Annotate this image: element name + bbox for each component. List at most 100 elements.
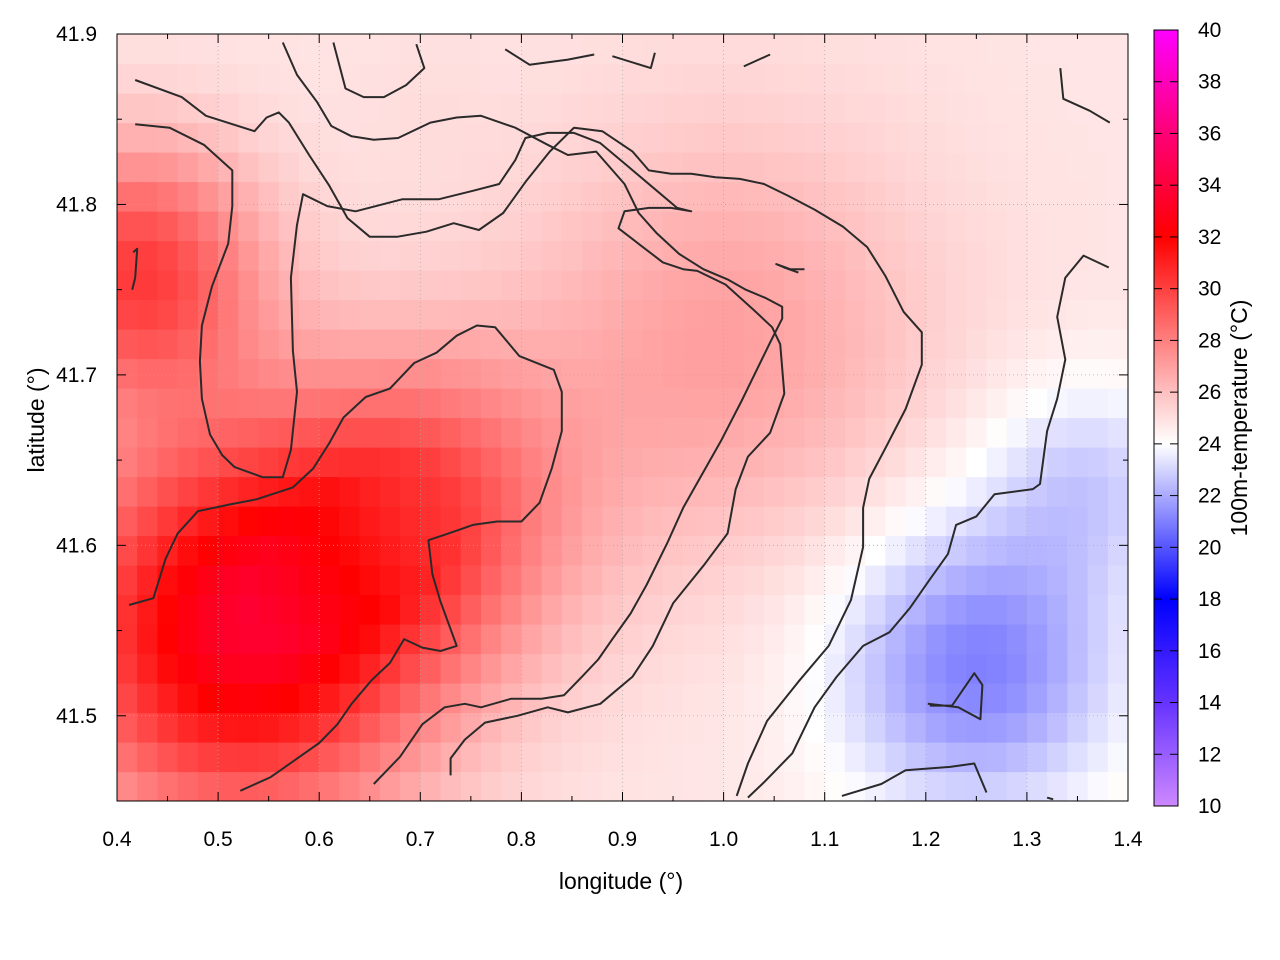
heatmap-cell — [137, 93, 159, 124]
heatmap-cell — [1067, 152, 1089, 183]
heatmap-cell — [966, 535, 988, 566]
heatmap-cell — [460, 181, 482, 212]
x-tick-label: 1.0 — [709, 828, 738, 851]
heatmap-cell — [703, 329, 725, 360]
heatmap-cell — [137, 211, 159, 242]
heatmap-cell — [946, 594, 967, 625]
heatmap-cell — [400, 388, 421, 419]
heatmap-cell — [420, 122, 442, 153]
heatmap-cell — [400, 34, 421, 65]
heatmap-cell — [743, 329, 765, 360]
heatmap-cell — [1006, 299, 1028, 330]
heatmap-cell — [218, 181, 239, 212]
heatmap-cell — [804, 476, 826, 507]
heatmap-cell — [764, 329, 785, 360]
heatmap-cell — [420, 535, 442, 566]
heatmap-cell — [743, 594, 765, 625]
heatmap-cell — [117, 712, 138, 743]
heatmap-cell — [400, 240, 421, 271]
heatmap-cell — [824, 653, 846, 684]
heatmap-cell — [703, 34, 725, 65]
heatmap-cell — [319, 34, 341, 65]
x-tick-label: 1.3 — [1012, 828, 1041, 851]
heatmap-cell — [662, 388, 684, 419]
heatmap-cell — [946, 299, 967, 330]
heatmap-cell — [177, 270, 199, 301]
heatmap-cell — [622, 122, 644, 153]
heatmap-cell — [521, 329, 543, 360]
heatmap-cell — [784, 624, 806, 655]
heatmap-cell — [420, 624, 442, 655]
colorbar-tick-label: 40 — [1198, 19, 1221, 42]
heatmap-cell — [723, 122, 745, 153]
heatmap-cell — [117, 506, 138, 537]
heatmap-cell — [622, 299, 644, 330]
y-tick-label: 41.6 — [56, 534, 97, 557]
heatmap-cell — [865, 152, 886, 183]
heatmap-cell — [925, 476, 947, 507]
heatmap-cell — [197, 270, 219, 301]
heatmap-cell — [177, 388, 199, 419]
heatmap-cell — [602, 358, 624, 389]
heatmap-cell — [1026, 594, 1048, 625]
heatmap-cell — [157, 712, 179, 743]
heatmap-cell — [258, 565, 280, 596]
heatmap-cell — [319, 653, 341, 684]
heatmap-cell — [521, 447, 543, 478]
heatmap-cell — [460, 712, 482, 743]
heatmap-cell — [1107, 476, 1128, 507]
heatmap-cell — [440, 535, 462, 566]
heatmap-cell — [440, 93, 462, 124]
heatmap-cell — [298, 211, 320, 242]
heatmap-cell — [582, 240, 603, 271]
heatmap-cell — [319, 93, 341, 124]
heatmap-cell — [440, 152, 462, 183]
heatmap-cell — [117, 447, 138, 478]
heatmap-cell — [602, 34, 624, 65]
heatmap-cell — [157, 417, 179, 448]
heatmap-cell — [177, 653, 199, 684]
heatmap-cell — [703, 417, 725, 448]
heatmap-cell — [339, 594, 361, 625]
heatmap-cell — [440, 299, 462, 330]
heatmap-cell — [804, 211, 826, 242]
heatmap-cell — [764, 653, 785, 684]
heatmap-cell — [258, 240, 280, 271]
heatmap-cell — [925, 211, 947, 242]
heatmap-cell — [743, 506, 765, 537]
heatmap-cell — [1107, 358, 1128, 389]
heatmap-cell — [946, 329, 967, 360]
heatmap-cell — [379, 476, 401, 507]
heatmap-cell — [258, 594, 280, 625]
heatmap-cell — [723, 181, 745, 212]
heatmap-cell — [582, 417, 603, 448]
heatmap-cell — [177, 535, 199, 566]
heatmap-cell — [319, 771, 341, 801]
heatmap-cell — [683, 240, 704, 271]
heatmap-cell — [339, 240, 361, 271]
heatmap-cell — [117, 594, 138, 625]
heatmap-cell — [582, 565, 603, 596]
heatmap-cell — [804, 63, 826, 94]
heatmap-cell — [1047, 506, 1068, 537]
heatmap-cell — [1107, 152, 1128, 183]
heatmap-cell — [197, 653, 219, 684]
heatmap-cell — [197, 152, 219, 183]
heatmap-cell — [1087, 742, 1109, 773]
heatmap-cell — [460, 447, 482, 478]
grid-lines — [117, 34, 1128, 801]
heatmap-cell — [379, 742, 401, 773]
heatmap-cell — [683, 683, 704, 714]
heatmap-cell — [238, 299, 260, 330]
heatmap-cell — [865, 34, 886, 65]
heatmap-cell — [804, 653, 826, 684]
heatmap-cell — [137, 506, 159, 537]
heatmap-cell — [925, 417, 947, 448]
heatmap-cell — [723, 329, 745, 360]
heatmap-cell — [925, 152, 947, 183]
colorbar-tick-label: 32 — [1198, 226, 1221, 249]
heatmap-cell — [319, 624, 341, 655]
heatmap-cell — [258, 211, 280, 242]
heatmap-cell — [966, 388, 988, 419]
heatmap-cell — [582, 152, 603, 183]
